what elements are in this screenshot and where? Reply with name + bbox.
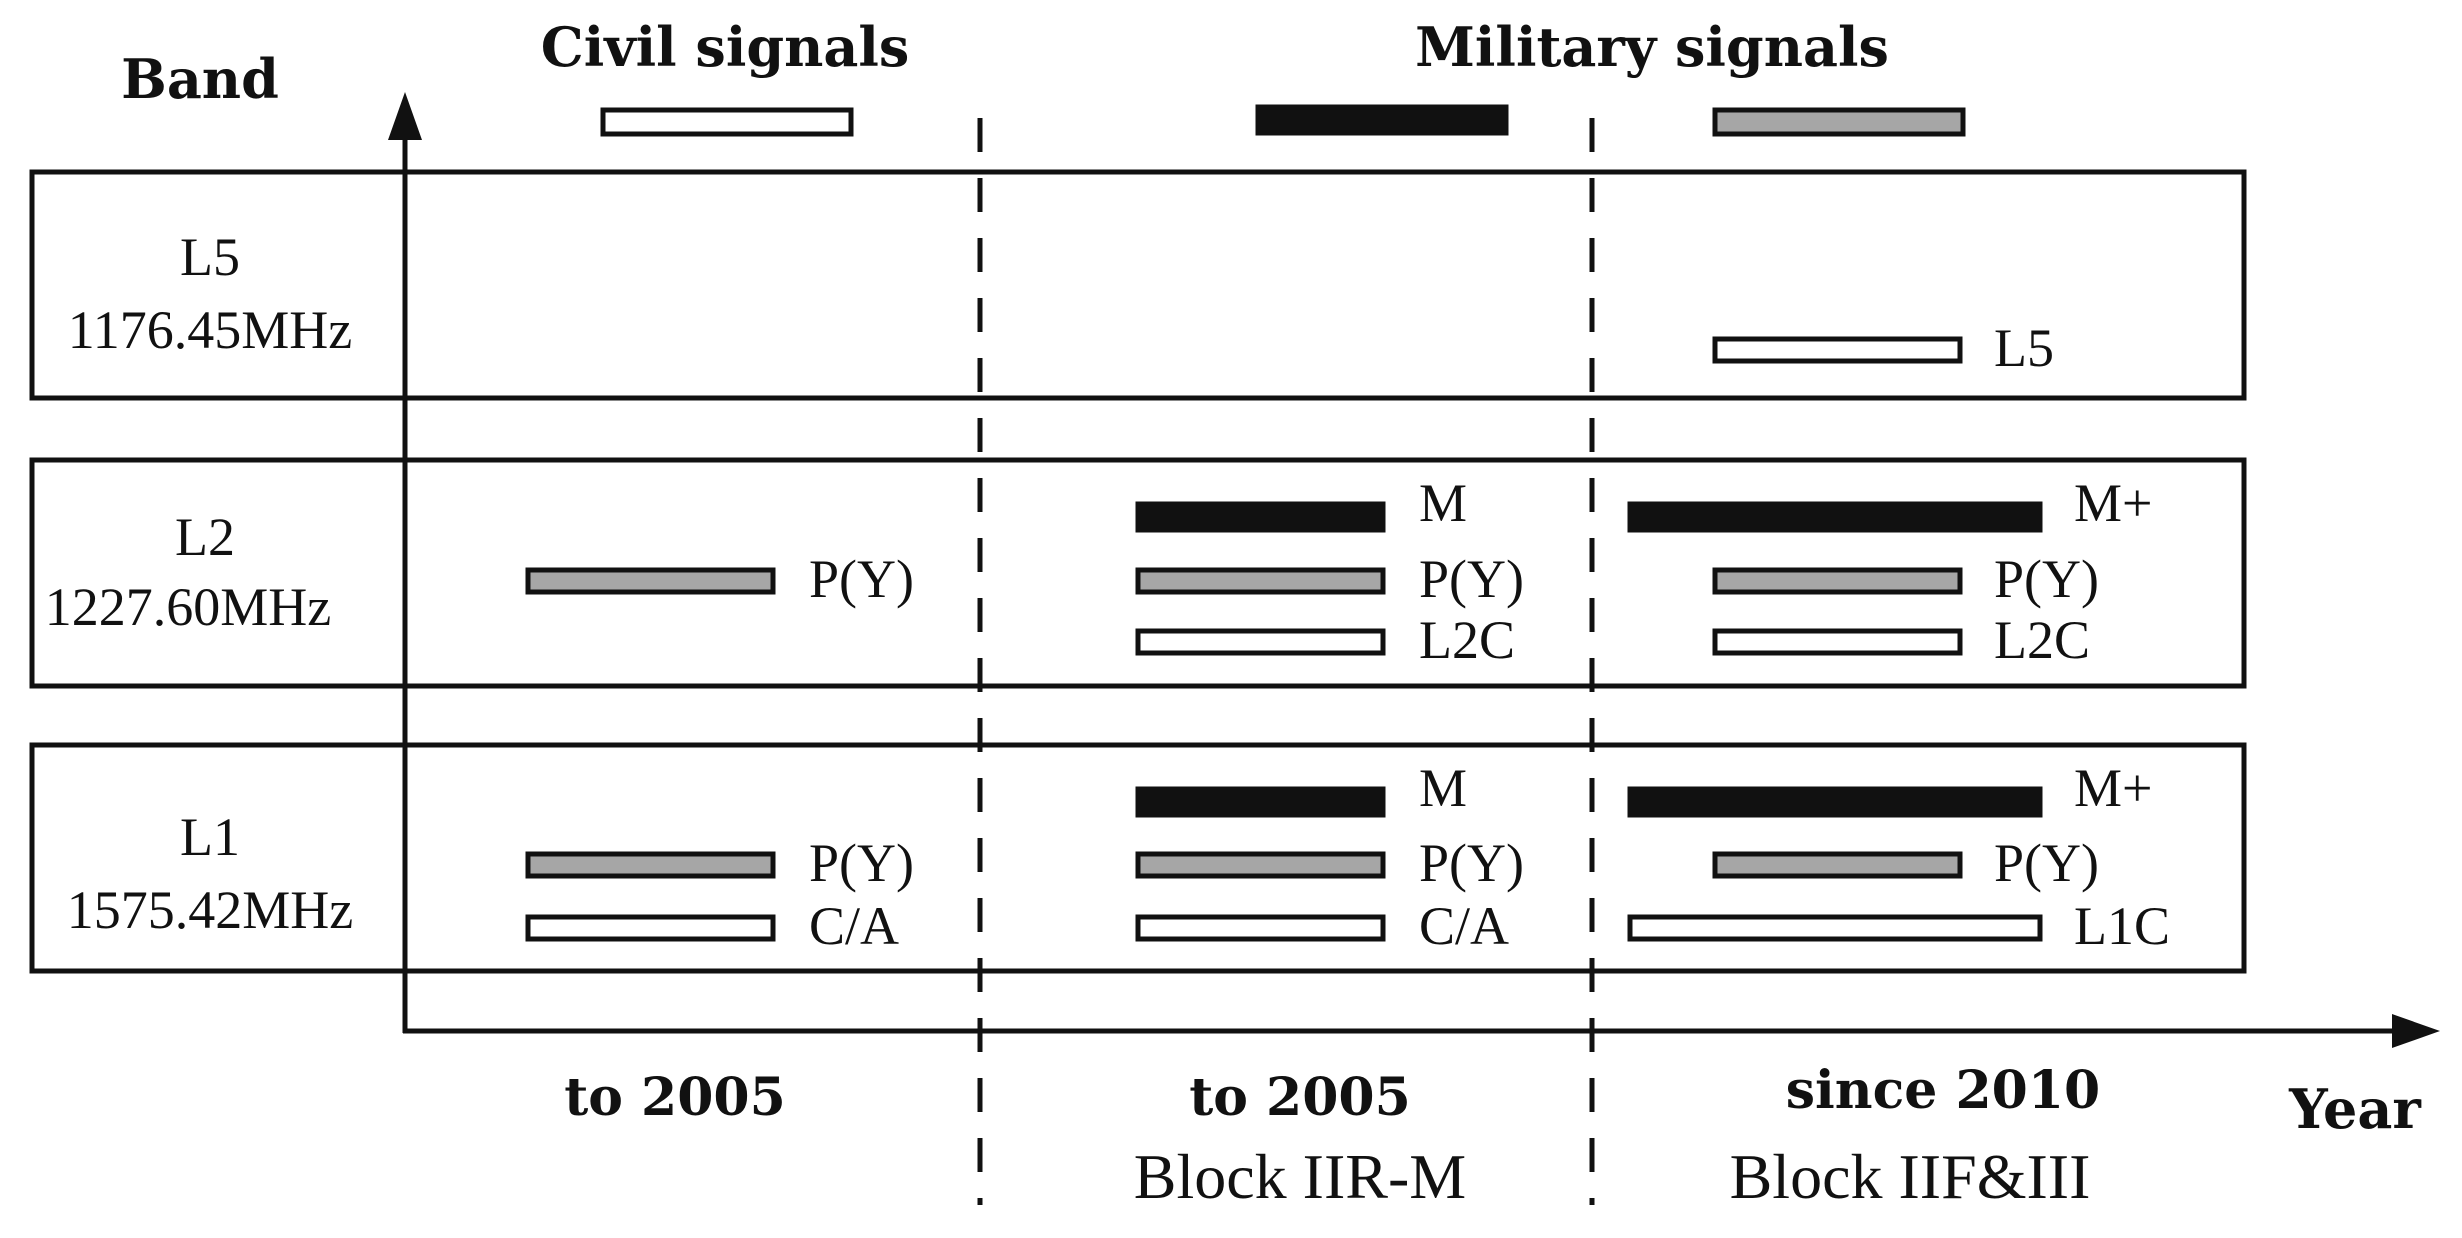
band-row-l2 [29, 457, 2247, 689]
legend-military-label: Military signals [1415, 15, 1889, 79]
band-name-l1: L1 [180, 807, 240, 867]
signal-label-l2-p3-l2c: L2C [1994, 610, 2090, 670]
signal-bar-l1-p3-m [1627, 786, 2043, 818]
signal-bar-l5-p3-l5 [1712, 336, 1963, 364]
band-frequency-l2: 1227.60MHz [45, 577, 331, 637]
period-block-2: Block IIR-M [1134, 1141, 1466, 1212]
axes: Band Year [121, 47, 2440, 1141]
period-year-2: to 2005 [1189, 1067, 1411, 1128]
period-dividers [977, 118, 1595, 1205]
signal-bar-l1-p1-ca [525, 914, 776, 942]
signal-bar-l1-p1-py [525, 851, 776, 879]
signal-bar-l2-p2-m [1135, 501, 1386, 533]
signal-label-l1-p3-m: M+ [2074, 758, 2152, 818]
signal-bar-l1-p2-ca [1135, 914, 1386, 942]
period-year-3: since 2010 [1786, 1060, 2100, 1121]
signal-bars: P(Y)P(Y)C/AMP(Y)L2CMP(Y)C/AL5M+P(Y)L2CM+… [525, 318, 2170, 956]
signal-bar-l2-p1-py [525, 567, 776, 595]
signal-bar-l1-p3-py [1712, 851, 1963, 879]
legend: Civil signals Military signals [541, 15, 1966, 137]
signal-bar-l2-p3-m [1627, 501, 2043, 533]
legend-civil-label: Civil signals [541, 15, 910, 79]
signal-label-l2-p2-m: M [1419, 473, 1467, 533]
signal-bar-l1-p2-py [1135, 851, 1386, 879]
signal-label-l5-p3-l5: L5 [1994, 318, 2054, 378]
band-name-l2: L2 [175, 507, 235, 567]
legend-civil-swatch [600, 107, 854, 137]
x-axis-label: Year [2288, 1077, 2421, 1141]
signal-label-l1-p1-ca: C/A [809, 896, 899, 956]
signal-label-l1-p2-py: P(Y) [1419, 833, 1524, 893]
signal-bar-l2-p3-py [1712, 567, 1963, 595]
signal-bar-l1-p2-m [1135, 786, 1386, 818]
signal-label-l2-p3-py: P(Y) [1994, 549, 2099, 609]
period-labels: to 2005 to 2005 since 2010 Block IIR-M B… [564, 1060, 2100, 1212]
period-block-3: Block IIF&III [1730, 1141, 2091, 1212]
band-frames [29, 169, 2247, 974]
y-axis-arrowhead [388, 92, 422, 140]
signal-bar-l1-p3-l1c [1627, 914, 2043, 942]
signal-label-l2-p1-py: P(Y) [809, 549, 914, 609]
band-name-l5: L5 [180, 227, 240, 287]
band-row-l1 [29, 742, 2247, 974]
signal-bar-l2-p2-l2c [1135, 628, 1386, 656]
band-row-l5 [29, 169, 2247, 401]
x-axis-arrowhead [2392, 1014, 2440, 1048]
signal-bar-l2-p3-l2c [1712, 628, 1963, 656]
legend-legacy-swatch [1712, 107, 1966, 137]
band-frequency-l5: 1176.45MHz [68, 300, 352, 360]
band-labels: L5 1176.45MHz L2 1227.60MHz L1 1575.42MH… [45, 227, 353, 940]
signal-label-l2-p3-m: M+ [2074, 473, 2152, 533]
band-frequency-l1: 1575.42MHz [67, 880, 353, 940]
signal-label-l2-p2-py: P(Y) [1419, 549, 1524, 609]
signal-label-l1-p3-l1c: L1C [2074, 896, 2170, 956]
signal-label-l1-p1-py: P(Y) [809, 833, 914, 893]
y-axis-label: Band [121, 47, 279, 111]
legend-military-swatch [1255, 104, 1509, 136]
signal-label-l1-p3-py: P(Y) [1994, 833, 2099, 893]
signal-bar-l2-p2-py [1135, 567, 1386, 595]
period-year-1: to 2005 [564, 1067, 786, 1128]
signal-label-l1-p2-ca: C/A [1419, 896, 1509, 956]
signal-label-l2-p2-l2c: L2C [1419, 610, 1515, 670]
signal-label-l1-p2-m: M [1419, 758, 1467, 818]
